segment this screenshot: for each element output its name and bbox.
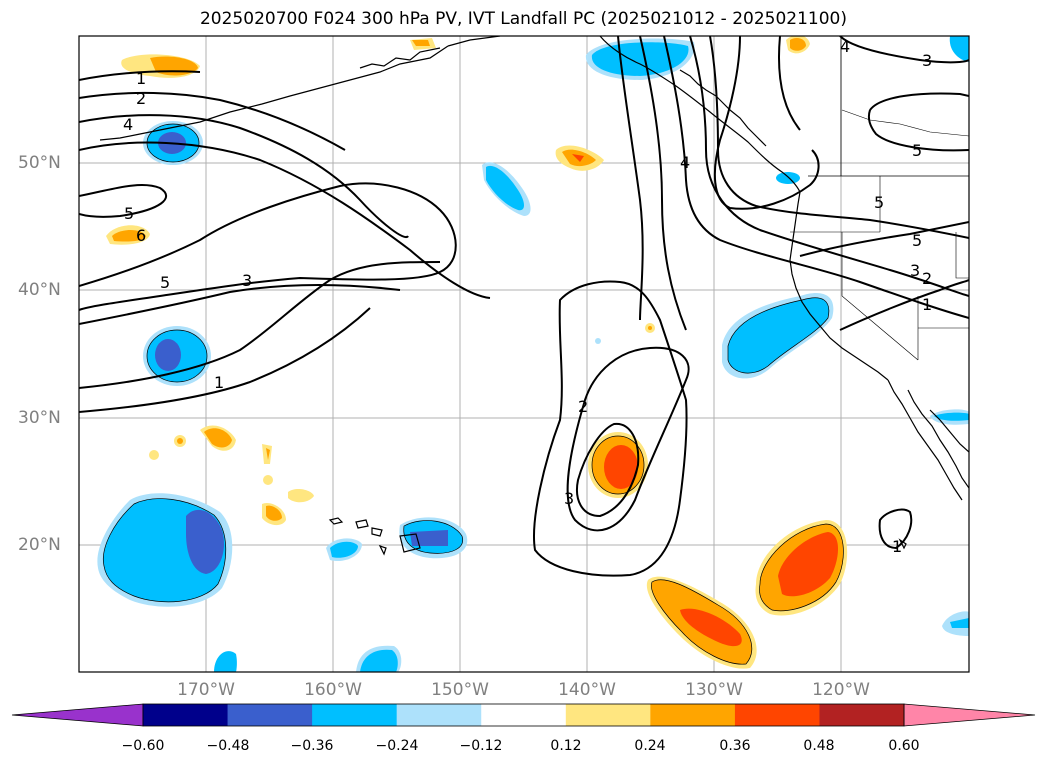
contour-label: 4 bbox=[840, 37, 850, 56]
colorbar-segment bbox=[565, 704, 651, 726]
colorbar-tick-label: 0.24 bbox=[634, 738, 666, 754]
contour-label: 3 bbox=[242, 271, 252, 290]
contour-label: 6 bbox=[136, 226, 146, 245]
colorbar-segment bbox=[227, 704, 313, 726]
colorbar-segment bbox=[734, 704, 820, 726]
contour-label: 1 bbox=[136, 69, 146, 88]
contour-label: 5 bbox=[912, 141, 922, 160]
map-frame bbox=[78, 35, 970, 673]
map-title: 2025020700 F024 300 hPa PV, IVT Landfall… bbox=[199, 9, 847, 29]
colorbar bbox=[11, 703, 1036, 727]
contour-label: 4 bbox=[123, 115, 133, 134]
colorbar-segment bbox=[312, 704, 398, 726]
colorbar-tick-label: −0.24 bbox=[375, 738, 419, 754]
colorbar-border bbox=[142, 703, 905, 727]
positive-pv-anomalies bbox=[106, 36, 848, 669]
colorbar-segment bbox=[650, 704, 736, 726]
lon-label-160w: 160°W bbox=[304, 680, 362, 700]
contour-label: 1 bbox=[214, 373, 224, 392]
contour-label: 1 bbox=[892, 537, 902, 556]
colorbar-segment bbox=[396, 704, 482, 726]
colorbar-tick-label: 0.36 bbox=[719, 738, 751, 754]
lat-label-30n: 30°N bbox=[18, 408, 61, 428]
contour-label: 5 bbox=[874, 193, 884, 212]
contour-label: 5 bbox=[912, 231, 922, 250]
colorbar-segment bbox=[481, 704, 567, 726]
colorbar-tick-label: 0.60 bbox=[888, 738, 920, 754]
coastlines bbox=[99, 36, 969, 556]
lon-label-130w: 130°W bbox=[685, 680, 743, 700]
colorbar-tick-label: −0.12 bbox=[459, 738, 503, 754]
contour-label: 3 bbox=[910, 261, 920, 280]
colorbar-tick-label: 0.48 bbox=[803, 738, 835, 754]
colorbar-tick-label: −0.36 bbox=[290, 738, 334, 754]
contour-label: 3 bbox=[922, 51, 932, 70]
colorbar-tick-label: −0.60 bbox=[121, 738, 165, 754]
contour-label: 2 bbox=[922, 269, 932, 288]
anomaly-outlines bbox=[102, 123, 844, 665]
contour-label: 2 bbox=[578, 397, 588, 416]
lat-label-50n: 50°N bbox=[18, 153, 61, 173]
contour-label: 2 bbox=[136, 89, 146, 108]
colorbar-extend-high bbox=[903, 703, 1036, 727]
colorbar-segment bbox=[819, 704, 905, 726]
lon-label-140w: 140°W bbox=[558, 680, 616, 700]
lon-label-150w: 150°W bbox=[431, 680, 489, 700]
lat-label-40n: 40°N bbox=[18, 280, 61, 300]
contour-label: 5 bbox=[124, 204, 134, 223]
lon-label-170w: 170°W bbox=[177, 680, 235, 700]
colorbar-extend-low bbox=[11, 703, 144, 727]
contour-label: 3 bbox=[564, 489, 574, 508]
lon-label-120w: 120°W bbox=[812, 680, 870, 700]
contour-label: 5 bbox=[160, 273, 170, 292]
lat-label-20n: 20°N bbox=[18, 535, 61, 555]
colorbar-tick-label: −0.48 bbox=[206, 738, 250, 754]
colorbar-tick-label: 0.12 bbox=[550, 738, 582, 754]
contour-labels: 1 2 4 5 6 5 3 1 5 3 2 3 4 5 5 3 2 1 3 1 … bbox=[123, 37, 932, 556]
pc-contours bbox=[79, 36, 969, 577]
contour-label: 1 bbox=[922, 295, 932, 314]
contour-label: 4 bbox=[680, 153, 690, 172]
colorbar-segment bbox=[143, 704, 229, 726]
